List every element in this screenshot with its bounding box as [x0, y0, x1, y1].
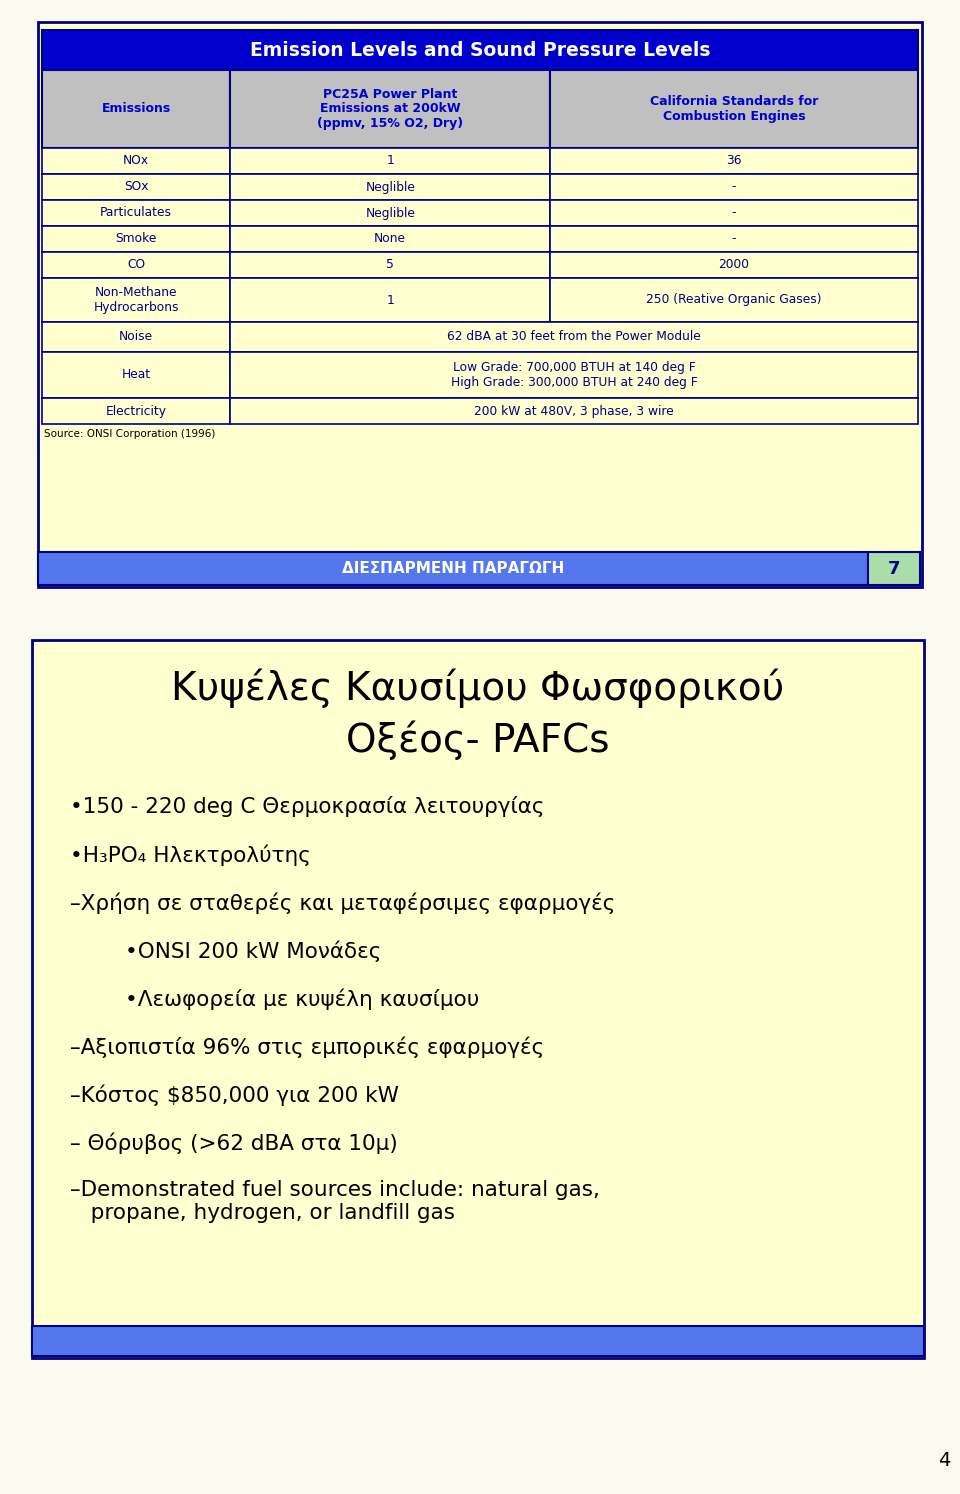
Bar	[42, 353, 230, 397]
Bar	[550, 200, 918, 226]
Bar	[230, 353, 918, 397]
Text: Heat: Heat	[122, 369, 151, 381]
Text: PC25A Power Plant
Emissions at 200kW
(ppmv, 15% O2, Dry): PC25A Power Plant Emissions at 200kW (pp…	[317, 88, 464, 130]
Text: 7: 7	[888, 559, 900, 578]
Text: 250 (Reative Organic Gases): 250 (Reative Organic Gases)	[646, 293, 822, 306]
Bar	[550, 252, 918, 278]
Text: None: None	[374, 233, 406, 245]
Text: Low Grade: 700,000 BTUH at 140 deg F
High Grade: 300,000 BTUH at 240 deg F: Low Grade: 700,000 BTUH at 140 deg F Hig…	[451, 362, 698, 388]
Bar	[42, 397, 230, 424]
Bar	[42, 323, 230, 353]
Text: 4: 4	[938, 1451, 950, 1470]
Text: Οξέος- PAFCs: Οξέος- PAFCs	[347, 720, 610, 759]
Text: Κυψέλες Καυσίμου Φωσφορικού: Κυψέλες Καυσίμου Φωσφορικού	[172, 668, 784, 708]
Text: •ONSI 200 kW Μονάδες: •ONSI 200 kW Μονάδες	[125, 940, 381, 962]
Bar	[230, 226, 550, 252]
Text: -: -	[732, 206, 736, 220]
Bar	[550, 173, 918, 200]
Bar	[42, 252, 230, 278]
Text: Smoke: Smoke	[115, 233, 156, 245]
Text: Electricity: Electricity	[106, 405, 167, 417]
Bar	[32, 639, 924, 1358]
Text: Neglible: Neglible	[365, 181, 415, 194]
Text: Emission Levels and Sound Pressure Levels: Emission Levels and Sound Pressure Level…	[250, 40, 710, 60]
Text: 62 dBA at 30 feet from the Power Module: 62 dBA at 30 feet from the Power Module	[447, 330, 701, 344]
Bar	[550, 278, 918, 323]
Bar	[42, 278, 230, 323]
Bar	[868, 551, 920, 586]
Text: •Λεωφορεία με κυψέλη καυσίμου: •Λεωφορεία με κυψέλη καυσίμου	[125, 988, 479, 1010]
Text: Non-Methane
Hydrocarbons: Non-Methane Hydrocarbons	[93, 285, 179, 314]
Bar	[42, 200, 230, 226]
Text: -: -	[732, 181, 736, 194]
Text: Emissions: Emissions	[102, 103, 171, 115]
Text: –Χρήση σε σταθερές και μεταφέρσιμες εφαρμογές: –Χρήση σε σταθερές και μεταφέρσιμες εφαρ…	[70, 892, 615, 913]
Text: SOx: SOx	[124, 181, 149, 194]
Text: •150 - 220 deg C Θερμοκρασία λειτουργίας: •150 - 220 deg C Θερμοκρασία λειτουργίας	[70, 796, 544, 817]
Bar	[42, 70, 230, 148]
Bar	[550, 70, 918, 148]
Bar	[230, 323, 918, 353]
Text: Noise: Noise	[119, 330, 154, 344]
Bar	[230, 397, 918, 424]
Text: -: -	[732, 233, 736, 245]
Bar	[38, 22, 922, 587]
Bar	[42, 148, 230, 173]
Text: –Κόστος $850,000 για 200 kW: –Κόστος $850,000 για 200 kW	[70, 1085, 398, 1106]
Bar	[42, 173, 230, 200]
Bar	[230, 148, 550, 173]
Text: 1: 1	[386, 154, 395, 167]
Text: 1: 1	[386, 293, 395, 306]
Text: 5: 5	[386, 258, 395, 272]
Text: 2000: 2000	[718, 258, 750, 272]
Bar	[42, 226, 230, 252]
Text: NOx: NOx	[123, 154, 149, 167]
Text: 200 kW at 480V, 3 phase, 3 wire: 200 kW at 480V, 3 phase, 3 wire	[474, 405, 674, 417]
Text: California Standards for
Combustion Engines: California Standards for Combustion Engi…	[650, 96, 818, 123]
Text: •H₃PO₄ Ηλεκτρολύτης: •H₃PO₄ Ηλεκτρολύτης	[70, 844, 311, 865]
Text: –Αξιοπιστία 96% στις εμπορικές εφαρμογές: –Αξιοπιστία 96% στις εμπορικές εφαρμογές	[70, 1035, 544, 1058]
Bar	[230, 173, 550, 200]
Text: Particulates: Particulates	[100, 206, 172, 220]
Bar	[32, 1327, 924, 1357]
Text: Source: ONSI Corporation (1996): Source: ONSI Corporation (1996)	[44, 429, 215, 439]
Text: – Θόρυβος (>62 dBA στα 10μ): – Θόρυβος (>62 dBA στα 10μ)	[70, 1132, 397, 1153]
Text: 36: 36	[727, 154, 742, 167]
Bar	[230, 252, 550, 278]
Bar	[230, 278, 550, 323]
Bar	[42, 30, 918, 70]
Text: ΔΙΕΣΠΑΡΜΕΝΗ ΠΑΡΑΓΩΓΗ: ΔΙΕΣΠΑΡΜΕΝΗ ΠΑΡΑΓΩΓΗ	[342, 562, 564, 577]
Bar	[230, 200, 550, 226]
Text: Neglible: Neglible	[365, 206, 415, 220]
Bar	[230, 70, 550, 148]
Text: CO: CO	[127, 258, 145, 272]
Bar	[38, 551, 868, 586]
Bar	[550, 226, 918, 252]
Bar	[550, 148, 918, 173]
Text: –Demonstrated fuel sources include: natural gas,
   propane, hydrogen, or landfi: –Demonstrated fuel sources include: natu…	[70, 1180, 600, 1224]
